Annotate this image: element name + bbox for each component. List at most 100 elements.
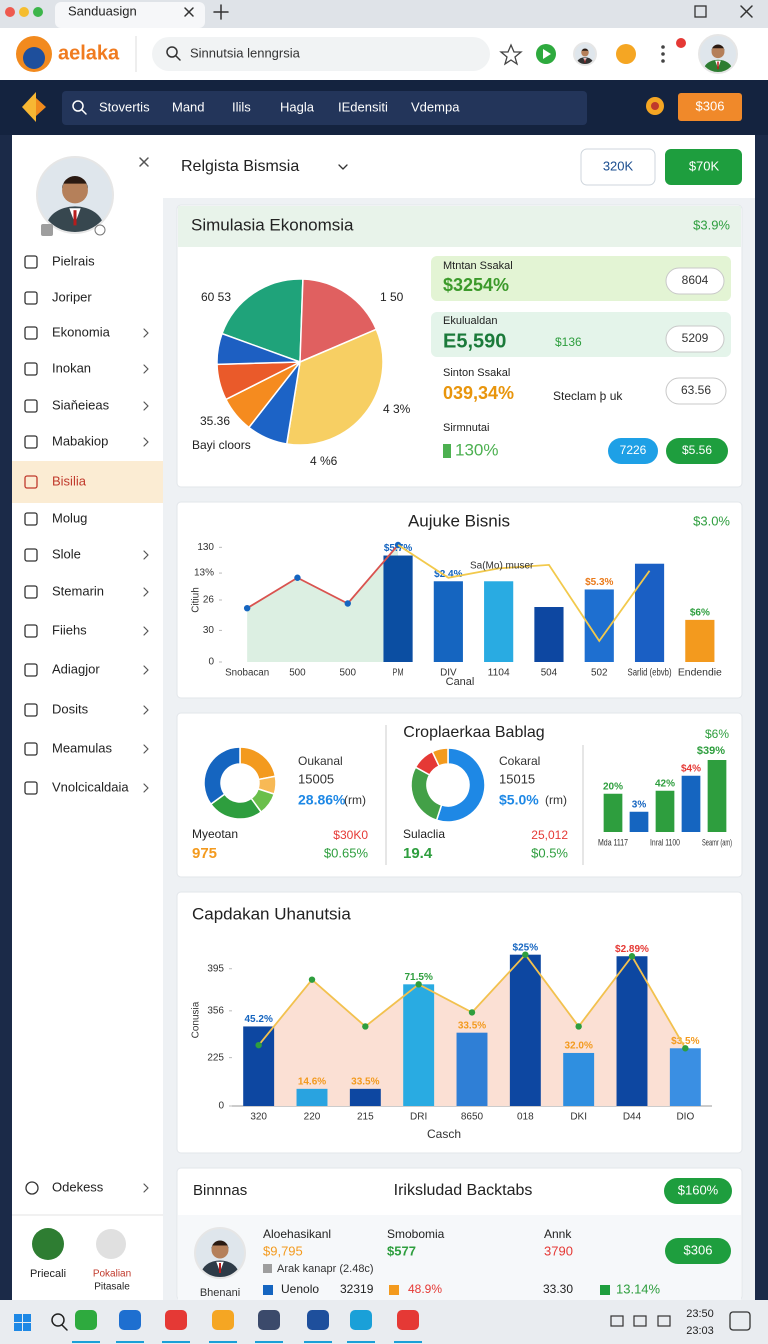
taskbar-icon[interactable]	[397, 1310, 419, 1330]
col-note: Arak kanapr (2.48c)	[277, 1263, 374, 1275]
line-dot	[415, 981, 422, 988]
bar	[669, 1048, 701, 1106]
logo-mark-inner	[23, 47, 45, 69]
taskbar-icon[interactable]	[212, 1310, 234, 1330]
menu-dot	[661, 45, 665, 49]
tab-title[interactable]: Sanduasign	[68, 3, 137, 18]
col-value: $577	[387, 1243, 416, 1258]
y-tick-label: 130	[197, 542, 214, 553]
sidebar-item[interactable]: Molug	[52, 510, 87, 525]
alert-dot	[676, 38, 686, 48]
sidebar-icon	[24, 399, 38, 413]
taskbar-icon[interactable]	[350, 1310, 372, 1330]
taskbar-icon[interactable]	[75, 1310, 97, 1330]
kpi-badge: $6%	[705, 727, 729, 741]
nav-button[interactable]	[678, 93, 742, 121]
x-tick-label: 320	[250, 1112, 267, 1123]
notification-icon[interactable]	[729, 1311, 751, 1331]
x-tick-label: DKI	[570, 1112, 587, 1123]
window-dot	[5, 7, 15, 17]
button[interactable]	[580, 148, 656, 186]
bar	[383, 555, 413, 662]
legend-swatch	[389, 1285, 399, 1295]
chip-label[interactable]: 8604	[682, 273, 709, 287]
x-axis-label: Canal	[446, 676, 475, 688]
chip-label[interactable]: 7226	[620, 443, 647, 457]
chip[interactable]	[665, 377, 727, 405]
bar	[563, 1052, 595, 1106]
nav-button-label[interactable]: $306	[696, 98, 725, 113]
start-icon[interactable]	[14, 1323, 22, 1331]
avatar-body	[201, 1260, 239, 1278]
sidebar-item[interactable]: Inokan	[52, 360, 91, 375]
button-label[interactable]: $70K	[689, 158, 720, 173]
button[interactable]	[664, 1178, 732, 1204]
bottom-icon[interactable]	[32, 1228, 64, 1260]
button[interactable]	[665, 1238, 731, 1264]
stat-marker	[443, 444, 451, 458]
taskbar-icon[interactable]	[258, 1310, 280, 1330]
sidebar-item[interactable]: Siaňeieas	[52, 397, 110, 412]
taskbar-icon[interactable]	[165, 1310, 187, 1330]
legend-text: 33.30	[543, 1282, 573, 1296]
sidebar-item[interactable]: Dosits	[52, 701, 89, 716]
start-icon[interactable]	[23, 1323, 31, 1331]
chip[interactable]	[666, 438, 728, 464]
stat-label: Ekulualdan	[443, 315, 497, 327]
card-title: Croplaerkaa Bablag	[403, 724, 544, 741]
tab[interactable]	[55, 2, 205, 28]
taskbar-icon[interactable]	[307, 1310, 329, 1330]
sidebar-item[interactable]: Slole	[52, 546, 81, 561]
sidebar-icon	[24, 435, 38, 449]
nav-item[interactable]: Ilils	[232, 99, 251, 114]
taskbar-icon[interactable]	[119, 1310, 141, 1330]
button-label[interactable]: $306	[684, 1242, 713, 1257]
chip[interactable]	[665, 325, 725, 353]
nav-item[interactable]: Mand	[172, 99, 205, 114]
search-box[interactable]	[152, 37, 490, 71]
sidebar-item[interactable]: Fiiehs	[52, 622, 87, 637]
button[interactable]	[665, 149, 742, 185]
chip-label[interactable]: $5.56	[682, 443, 712, 457]
sidebar-item[interactable]: Bisilia	[52, 473, 87, 488]
bar-label: 45.2%	[244, 1014, 272, 1025]
nav-item[interactable]: Vdempa	[411, 99, 460, 114]
stat-value: E5,590	[443, 330, 506, 352]
chip[interactable]	[665, 267, 725, 295]
sidebar-item[interactable]: Mabakiop	[52, 433, 108, 448]
chevron	[338, 164, 348, 170]
y-tick-label: 13%	[194, 568, 214, 579]
nav-item[interactable]: Hagla	[280, 99, 315, 114]
sidebar-item[interactable]: Pielrais	[52, 253, 95, 268]
sidebar-item[interactable]: Adiagjor	[52, 661, 100, 676]
bottom-icon[interactable]	[96, 1229, 126, 1259]
nav-item[interactable]: Stovertis	[99, 99, 150, 114]
line-dot	[308, 976, 316, 983]
sidebar-item[interactable]: Meamulas	[52, 740, 112, 755]
button-label[interactable]: $160%	[678, 1182, 719, 1197]
start-icon[interactable]	[14, 1314, 22, 1322]
sidebar-footer[interactable]: Odekess	[52, 1179, 104, 1194]
line-dot	[362, 1023, 369, 1030]
button-label[interactable]: 320K	[603, 158, 634, 173]
sidebar-item[interactable]: Stemarin	[52, 583, 104, 598]
chip-label[interactable]: 63.56	[681, 383, 711, 397]
avatar	[37, 157, 113, 233]
chip-label[interactable]: 5209	[682, 331, 709, 345]
bar-label: 32.0%	[564, 1041, 592, 1052]
bottom-label: Priecali	[30, 1268, 66, 1280]
start-icon[interactable]	[23, 1314, 31, 1322]
tray-icon	[610, 1315, 624, 1327]
chevron	[143, 626, 149, 636]
sidebar-item[interactable]: Ekonomia	[52, 324, 111, 339]
donut-slice	[435, 747, 486, 823]
nav-item[interactable]: IEdensiti	[338, 99, 388, 114]
sidebar-item[interactable]: Joriper	[52, 289, 92, 304]
chip[interactable]	[608, 438, 658, 464]
tab-close	[184, 7, 194, 17]
avatar-tie	[717, 61, 719, 70]
sidebar-item[interactable]: Vnolcicaldaia	[52, 779, 129, 794]
bar-label: 33.5%	[351, 1076, 379, 1087]
stat-extra: $136	[555, 335, 582, 349]
bar-label: 3%	[632, 799, 647, 810]
